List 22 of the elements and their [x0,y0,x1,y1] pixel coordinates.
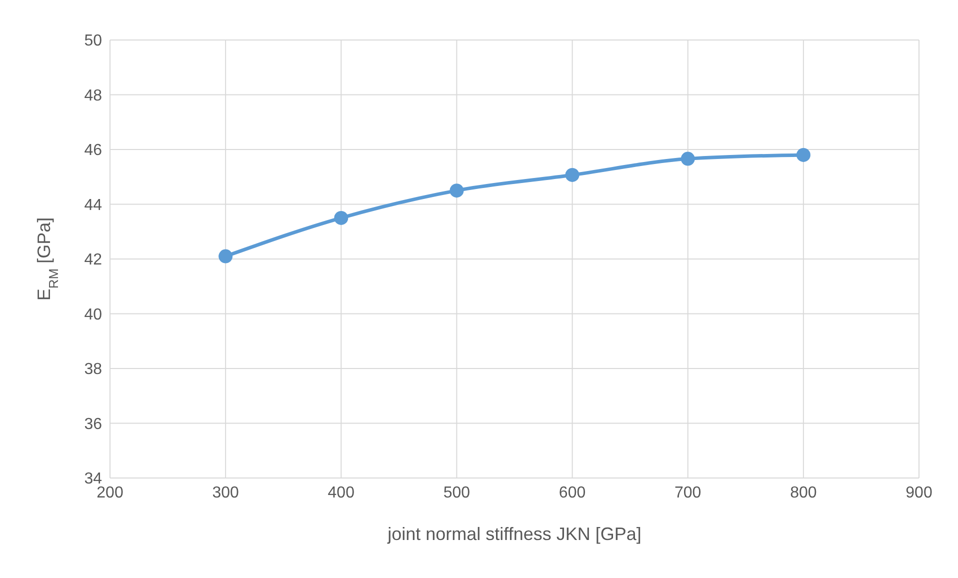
y-tick-label: 50 [84,32,102,50]
y-tick-label: 46 [84,142,102,160]
y-tick-label: 42 [84,252,102,269]
x-tick-label: 500 [443,484,470,502]
y-tick-label: 44 [84,196,102,214]
x-tick-label: 700 [674,484,702,502]
point [218,249,233,264]
x-axis-title: joint normal stiffness JKN [GPa] [386,524,642,544]
point [680,152,695,166]
point [796,148,810,162]
x-tick-label: 400 [328,484,355,502]
y-tick-label: 38 [84,361,102,378]
x-tick-label: 600 [558,484,586,502]
point [450,184,464,198]
y-tick-label: 48 [84,87,102,104]
x-tick-label: 900 [906,484,932,502]
y-tick-label: 40 [84,306,102,324]
point [334,210,348,225]
y-tick-label: 36 [84,416,102,433]
x-tick-label: 300 [212,484,240,502]
x-tick-label: 800 [790,484,817,502]
point [565,168,580,182]
